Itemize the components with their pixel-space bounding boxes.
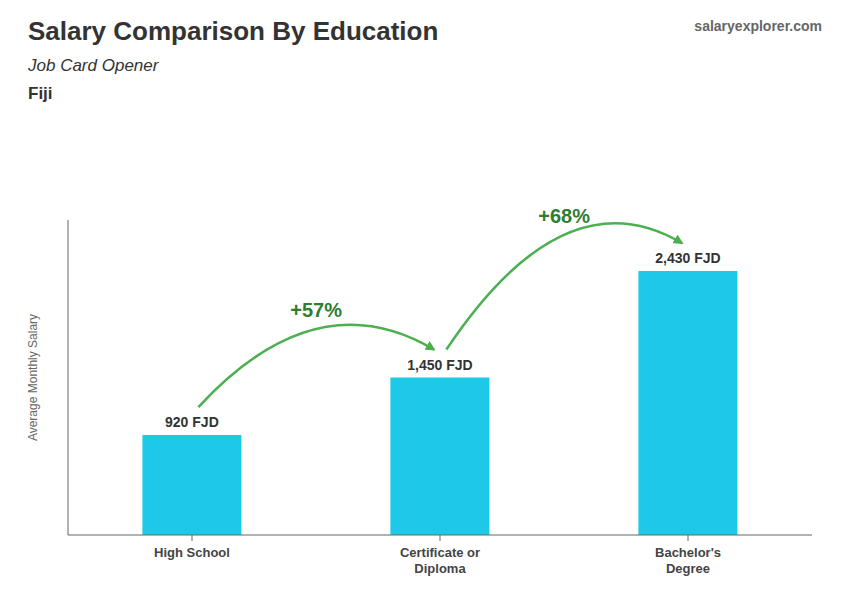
svg-text:2,430 FJD: 2,430 FJD: [655, 250, 720, 266]
html-text:Salary Comparison By Education: Salary Comparison By Education: [28, 16, 439, 46]
svg-text:Average Monthly Salary: Average Monthly Salary: [26, 314, 40, 441]
svg-text:Bachelor'sDegree: Bachelor'sDegree: [655, 545, 721, 576]
svg-text:920 FJD: 920 FJD: [165, 414, 219, 430]
html-text:salaryexplorer.com: salaryexplorer.com: [694, 18, 822, 34]
svg-text:+68%: +68%: [538, 205, 590, 227]
svg-text:+57%: +57%: [290, 299, 342, 321]
html-text:Fiji: Fiji: [28, 84, 53, 103]
svg-text:High School: High School: [154, 545, 230, 560]
svg-text:1,450 FJD: 1,450 FJD: [407, 357, 472, 373]
html-text:Job Card Opener: Job Card Opener: [28, 56, 159, 75]
svg-text:Certificate orDiploma: Certificate orDiploma: [400, 545, 480, 576]
